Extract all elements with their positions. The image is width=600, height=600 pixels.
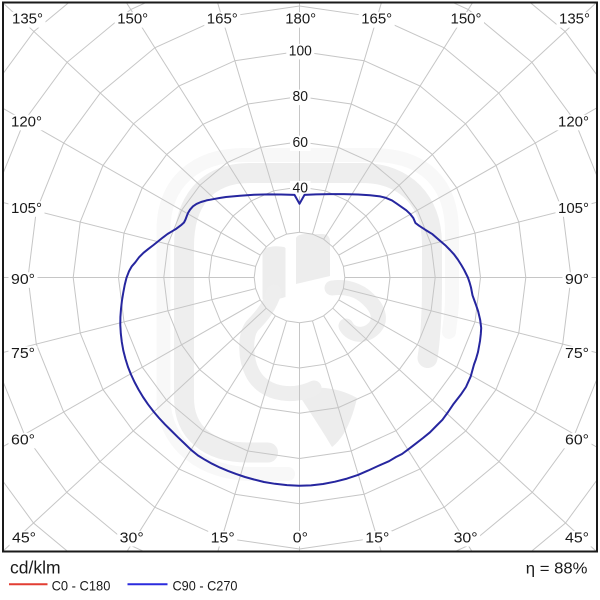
svg-text:60°: 60°: [11, 431, 35, 448]
svg-text:90°: 90°: [11, 271, 35, 288]
svg-text:30°: 30°: [120, 530, 144, 547]
svg-text:150°: 150°: [117, 11, 148, 28]
svg-text:C0 - C180: C0 - C180: [52, 577, 111, 593]
svg-text:120°: 120°: [11, 113, 42, 130]
svg-text:60: 60: [293, 134, 309, 151]
svg-text:cd/klm: cd/klm: [10, 557, 61, 577]
svg-text:90°: 90°: [565, 271, 589, 288]
svg-text:0°: 0°: [293, 530, 308, 547]
svg-text:75°: 75°: [565, 345, 589, 362]
svg-text:80: 80: [293, 88, 309, 105]
svg-text:150°: 150°: [451, 11, 482, 28]
svg-text:C90 - C270: C90 - C270: [173, 577, 238, 593]
svg-text:75°: 75°: [11, 345, 35, 362]
svg-text:40: 40: [293, 179, 309, 196]
svg-text:100: 100: [289, 42, 312, 59]
svg-text:45°: 45°: [565, 530, 589, 547]
svg-text:15°: 15°: [211, 530, 235, 547]
svg-text:135°: 135°: [559, 11, 590, 28]
svg-text:180°: 180°: [285, 11, 316, 28]
svg-text:105°: 105°: [558, 200, 589, 217]
svg-text:η = 88%: η = 88%: [526, 560, 588, 577]
svg-text:165°: 165°: [361, 11, 392, 28]
svg-text:135°: 135°: [12, 11, 43, 28]
svg-text:30°: 30°: [454, 530, 478, 547]
svg-text:105°: 105°: [11, 200, 42, 217]
svg-text:120°: 120°: [558, 113, 589, 130]
svg-text:60°: 60°: [565, 431, 589, 448]
svg-text:15°: 15°: [365, 530, 389, 547]
svg-text:45°: 45°: [12, 530, 36, 547]
svg-text:165°: 165°: [207, 11, 238, 28]
